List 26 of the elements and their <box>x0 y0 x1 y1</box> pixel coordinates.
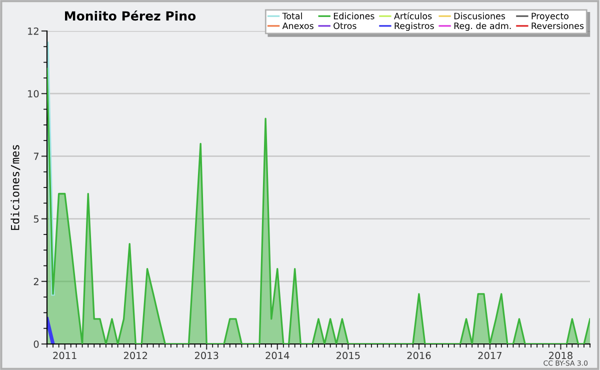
legend-label: Registros <box>394 22 434 31</box>
x-tick-label: 2014 <box>266 352 290 360</box>
x-tick-label: 2016 <box>407 352 431 360</box>
y-tick-label: 12 <box>28 27 38 35</box>
chart-title: Moniito Pérez Pino <box>65 10 196 21</box>
x-tick-label: 2017 <box>478 352 502 360</box>
x-tick-label: 2018 <box>549 352 572 360</box>
x-tick-label: 2015 <box>336 352 360 360</box>
x-tick-label: 2013 <box>194 352 218 360</box>
x-tick-label: 2011 <box>53 352 76 360</box>
legend-label: Otros <box>334 22 356 30</box>
legend-label: Anexos <box>282 22 314 30</box>
legend-label: Artículos <box>394 12 432 20</box>
y-axis-title: Ediciones/mes <box>10 145 20 230</box>
legend-label: Discusiones <box>454 12 506 20</box>
y-tick-label: 7 <box>34 152 39 160</box>
legend-label: Reversiones <box>532 22 584 30</box>
legend-label: Ediciones <box>334 12 374 20</box>
legend-label: Total <box>282 12 302 20</box>
legend-label: Proyecto <box>532 12 568 22</box>
y-tick-label: 5 <box>34 215 39 223</box>
y-tick-label: 0 <box>34 340 39 348</box>
x-tick-label: 2012 <box>124 352 148 360</box>
y-tick-label: 10 <box>28 90 39 98</box>
legend-label: Reg. de adm. <box>454 22 511 31</box>
y-tick-label: 2 <box>34 278 38 286</box>
